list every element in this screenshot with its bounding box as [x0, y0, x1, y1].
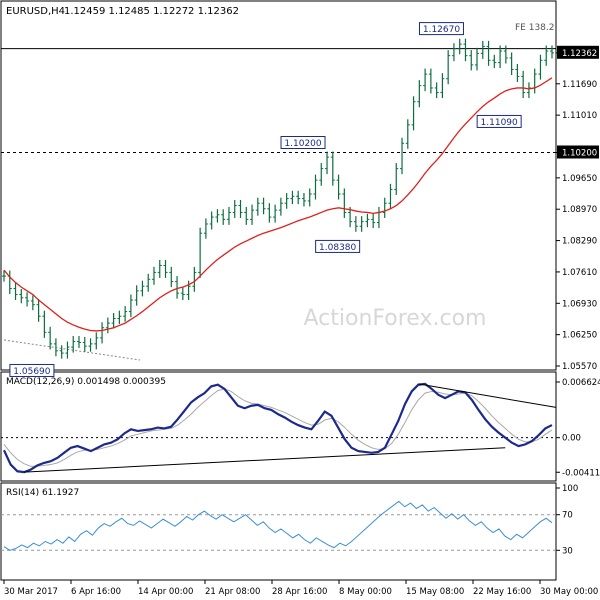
- price-pane: [0, 0, 557, 371]
- price-moving-average: [3, 77, 553, 332]
- header-symbol: EURUSD,H4: [6, 6, 65, 17]
- macd-line: [3, 382, 553, 474]
- price-tick-label: 1.06250: [562, 331, 597, 341]
- price-annotation-label: 1.10200: [284, 139, 321, 149]
- x-tick-label: 30 May 00:00: [540, 587, 598, 597]
- macd-tick-label: 0.00: [562, 434, 581, 444]
- rsi-title: RSI(14) 61.1927: [6, 488, 79, 498]
- x-tick-label: 8 May 00:00: [339, 587, 392, 597]
- fe-label: FE 138.2: [515, 23, 555, 33]
- price-tick-label: 1.05570: [562, 362, 597, 372]
- watermark: ActionForex.com: [304, 306, 487, 331]
- price-tag-label: 1.12362: [562, 49, 597, 59]
- price-tick-label: 1.06930: [562, 299, 597, 309]
- price-annotation-box: [280, 135, 326, 149]
- macd-axis: 0.006624 0.00 -0.004116: [556, 378, 600, 478]
- x-tick-label: 28 Apr 16:00: [272, 587, 327, 597]
- price-annotation-box: [418, 22, 464, 36]
- price-annotation-label: 1.05690: [13, 367, 50, 377]
- x-axis: 30 Mar 2017 6 Apr 16:00 14 Apr 00:00 21 Apr…: [3, 580, 598, 597]
- macd-title: MACD(12,26,9) 0.001498 0.000395: [6, 377, 166, 387]
- price-grid: FE 138.2: [1, 23, 556, 361]
- price-tag-label: 1.10200: [562, 148, 597, 158]
- price-annotation-label: 1.08380: [319, 243, 356, 253]
- price-annotation-box: [476, 114, 522, 128]
- x-tick-label: 14 Apr 00:00: [138, 587, 193, 597]
- price-annotation-box: [315, 239, 361, 253]
- dotted-trendline: [3, 339, 141, 361]
- x-tick-label: 22 May 16:00: [473, 587, 531, 597]
- macd-down-trendline: [418, 383, 557, 408]
- macd-up-trendline: [24, 447, 506, 473]
- macd-tick-label: 0.006624: [562, 378, 600, 388]
- price-annotation-label: 1.12670: [423, 25, 460, 35]
- header-ohlc: 1.12459 1.12485 1.12272 1.12362: [64, 6, 239, 17]
- rsi-line: [3, 500, 553, 551]
- price-annotation-box: [9, 363, 55, 377]
- rsi-tick-label: 70: [562, 511, 573, 521]
- price-tag-box: [557, 145, 599, 159]
- price-axis: 1.12362 1.11690 1.11010 1.10200 1.09650 1.089…: [556, 45, 599, 372]
- price-annotation-label: 1.11090: [481, 118, 518, 128]
- rsi-lines: [1, 500, 556, 551]
- rsi-tick-label: 100: [562, 484, 578, 494]
- price-annotations: 1.12670 1.11090 1.10200 1.08380 1.05690: [9, 22, 522, 377]
- price-tick-label: 1.11010: [562, 111, 597, 121]
- x-tick-label: 30 Mar 2017: [4, 587, 58, 597]
- rsi-axis: 100 70 30: [556, 484, 578, 556]
- x-tick-label: 21 Apr 08:00: [205, 587, 260, 597]
- price-tag-box: [557, 45, 599, 59]
- macd-lines: [1, 382, 557, 474]
- rsi-pane: [0, 482, 557, 581]
- macd-tick-label: -0.004116: [562, 468, 600, 478]
- price-tick-label: 1.07610: [562, 268, 597, 278]
- rsi-tick-label: 30: [562, 546, 573, 556]
- price-tick-label: 1.08290: [562, 237, 597, 247]
- price-tick-label: 1.08970: [562, 205, 597, 215]
- price-tick-label: 1.11690: [562, 80, 597, 90]
- price-tick-label: 1.09650: [562, 174, 597, 184]
- price-bars: [2, 38, 554, 359]
- x-tick-label: 6 Apr 16:00: [71, 587, 121, 597]
- macd-pane: [0, 371, 557, 482]
- ma-line: [3, 77, 553, 332]
- x-tick-label: 15 May 08:00: [406, 587, 464, 597]
